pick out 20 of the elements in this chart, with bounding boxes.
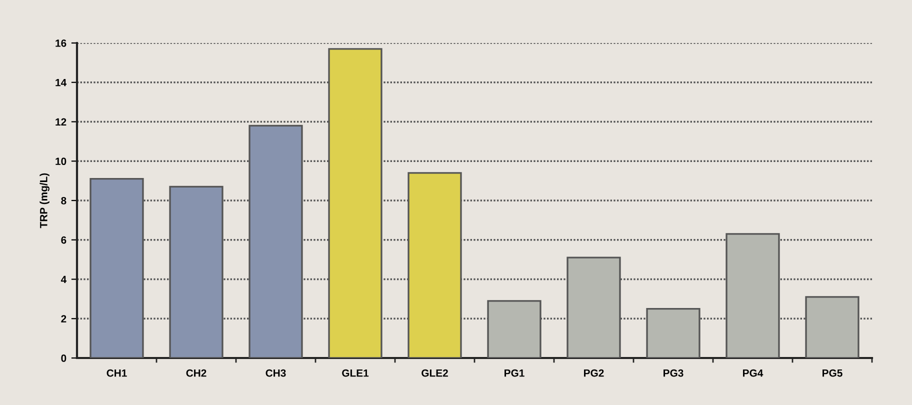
x-tick-label: CH3 <box>266 369 286 377</box>
x-tick-label: GLE1 <box>342 369 369 377</box>
x-tick-label: PG3 <box>664 369 684 377</box>
y-tick-label: 2 <box>61 315 66 322</box>
x-tick-label: PG4 <box>743 369 764 377</box>
y-tick-label: 16 <box>56 40 66 47</box>
y-tick-label: 6 <box>61 236 66 244</box>
y-tick-label: 8 <box>61 197 66 204</box>
x-tick-label: PG1 <box>504 369 524 377</box>
y-tick-label: 10 <box>56 158 66 165</box>
x-tick-label: PG5 <box>822 369 842 377</box>
x-tick-label: PG2 <box>584 369 604 377</box>
y-tick-label: 0 <box>61 354 66 362</box>
y-axis-title: TRP (mg/L) <box>40 173 50 228</box>
y-tick-label: 14 <box>56 78 67 86</box>
y-tick-label: 12 <box>56 118 66 126</box>
x-tick-label: CH2 <box>186 369 206 377</box>
x-tick-label: CH1 <box>106 369 127 377</box>
x-tick-label: GLE2 <box>422 369 448 377</box>
y-tick-label: 4 <box>60 276 67 284</box>
